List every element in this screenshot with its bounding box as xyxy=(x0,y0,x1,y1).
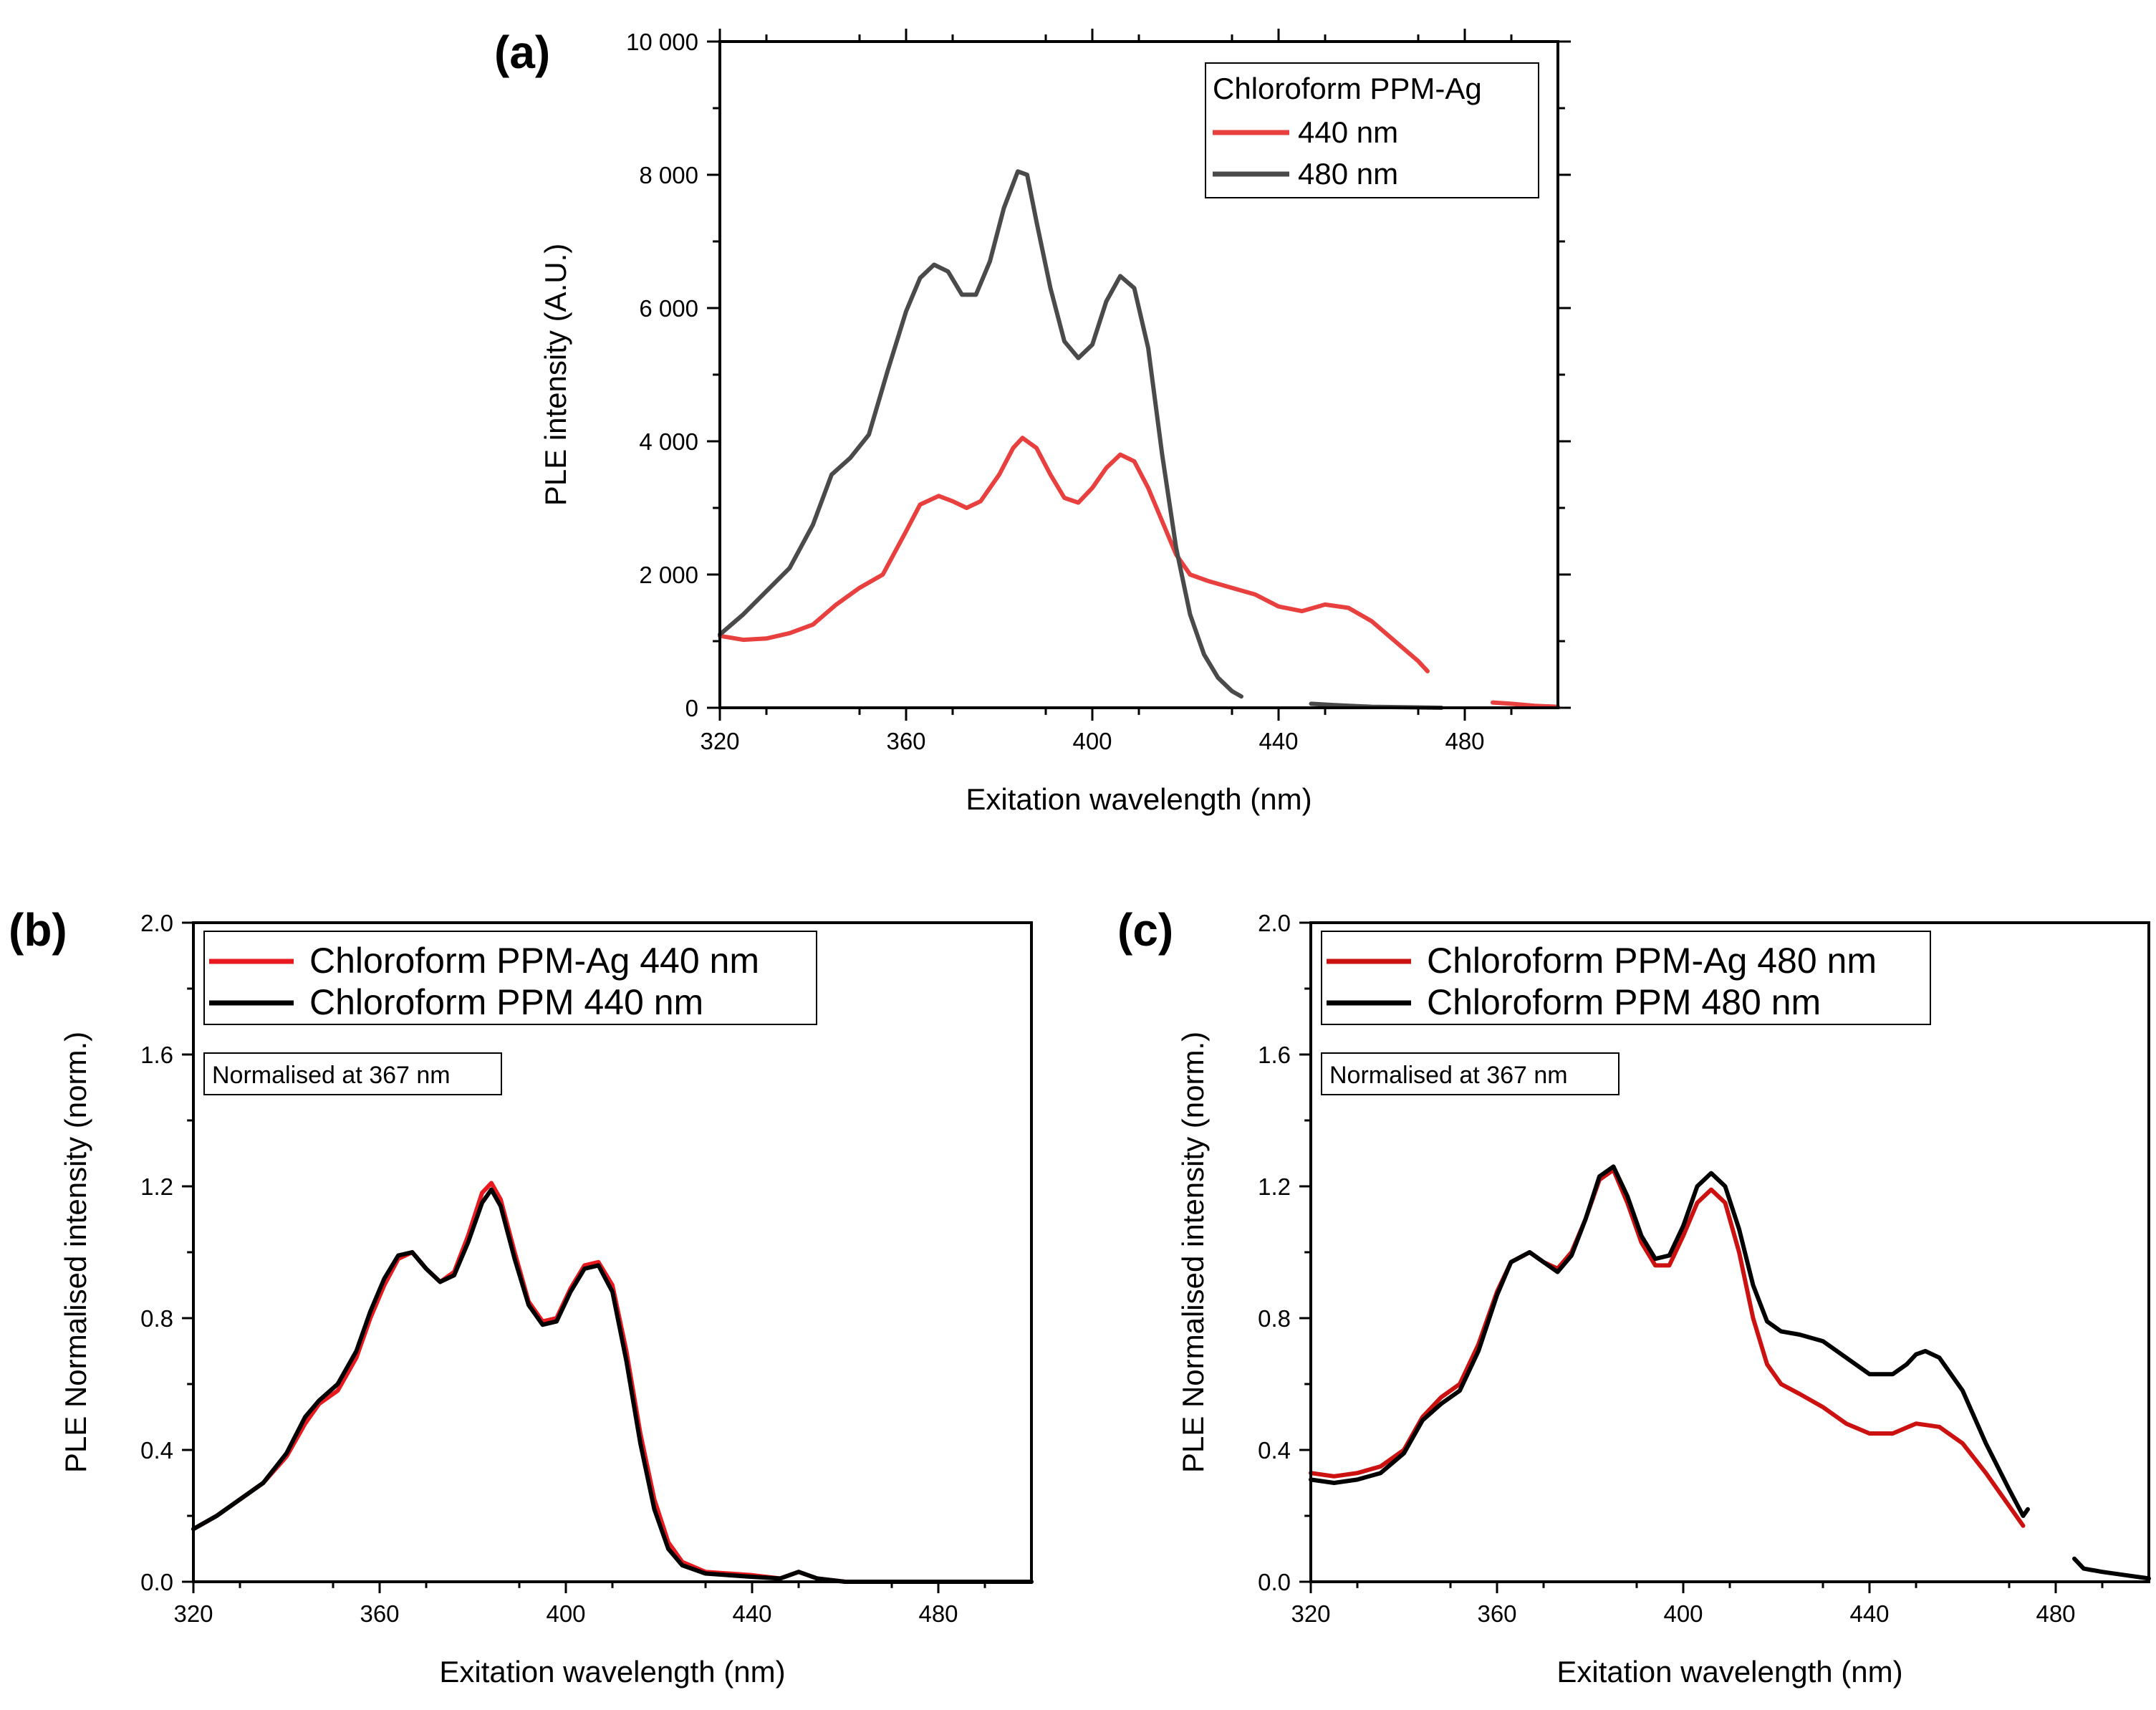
annotation-b: Normalised at 367 nm xyxy=(203,1052,502,1095)
x-axis-title: Exitation wavelength (nm) xyxy=(966,782,1312,816)
legend-label-a-440: 440 nm xyxy=(1298,115,1398,149)
x-axis-title: Exitation wavelength (nm) xyxy=(1556,1655,1902,1689)
series-1-segment-1 xyxy=(718,436,1430,673)
y-tick-label: 2.0 xyxy=(140,910,173,936)
y-tick-label: 1.2 xyxy=(1258,1173,1291,1200)
panel-label-b: (b) xyxy=(9,904,67,956)
x-tick-label: 320 xyxy=(173,1600,213,1627)
chart-b: (b) 320 360 400 440 480 0.0 0.4 0.8 1.2 1.6 2.0 Exi… xyxy=(9,904,1034,1689)
x-tick-label: 400 xyxy=(1663,1600,1703,1627)
legend-a: Chloroform PPM-Ag 440 nm 480 nm xyxy=(1205,62,1539,198)
y-tick-label: 2 000 xyxy=(639,562,698,588)
x-tick-label: 360 xyxy=(1477,1600,1516,1627)
x-tick-label: 360 xyxy=(886,728,925,754)
x-tick-label: 440 xyxy=(1849,1600,1889,1627)
legend-label-b-ppm: Chloroform PPM 440 nm xyxy=(309,982,703,1022)
x-tick-label: 320 xyxy=(700,728,739,754)
y-tick-label: 1.6 xyxy=(1258,1042,1291,1068)
annotation-c: Normalised at 367 nm xyxy=(1321,1052,1620,1095)
y-tick-label: 0.0 xyxy=(1258,1569,1291,1595)
series-1-segment-2 xyxy=(1491,700,1560,709)
legend-box-c xyxy=(1321,931,1931,1025)
legend-title-a: Chloroform PPM-Ag xyxy=(1213,72,1482,105)
series-1-segment-1 xyxy=(191,1181,1034,1584)
x-tick-label: 320 xyxy=(1291,1600,1330,1627)
series-2-segment-1 xyxy=(718,169,1243,699)
legend-box-b xyxy=(203,931,817,1025)
series-1-segment-1 xyxy=(1309,1168,2026,1528)
y-tick-label: 2.0 xyxy=(1258,910,1291,936)
series-2-segment-1 xyxy=(191,1187,1034,1584)
y-tick-label: 1.2 xyxy=(140,1173,173,1200)
legend-label-b-ppm-ag: Chloroform PPM-Ag 440 nm xyxy=(309,941,759,981)
x-tick-label: 480 xyxy=(1445,728,1484,754)
annotation-text-b: Normalised at 367 nm xyxy=(212,1062,451,1089)
x-tick-label: 480 xyxy=(2036,1600,2075,1627)
plot-area-a: 320 360 400 440 480 0 2 000 4 000 6 000 8 000 10 0… xyxy=(539,29,1571,816)
series-2-segment-2 xyxy=(2072,1556,2151,1581)
plot-area-b: 320 360 400 440 480 0.0 0.4 0.8 1.2 1.6 2.0 Exitati… xyxy=(59,910,1034,1689)
legend-c: Chloroform PPM-Ag 480 nm Chloroform PPM … xyxy=(1321,931,1931,1025)
legend-label-a-480: 480 nm xyxy=(1298,157,1398,191)
plot-area-c: 320 360 400 440 480 0.0 0.4 0.8 1.2 1.6 2.0 Exitati… xyxy=(1176,910,2151,1689)
y-axis-title: PLE Normalised intensity (norm.) xyxy=(59,1032,92,1473)
legend-label-c-ppm: Chloroform PPM 480 nm xyxy=(1427,982,1821,1022)
y-tick-label: 0 xyxy=(685,695,698,721)
annotation-box-c xyxy=(1321,1052,1620,1095)
x-tick-label: 440 xyxy=(732,1600,771,1627)
y-tick-label: 6 000 xyxy=(639,295,698,322)
y-tick-label: 0.4 xyxy=(140,1437,173,1464)
y-tick-label: 0.0 xyxy=(140,1569,173,1595)
y-tick-label: 0.8 xyxy=(1258,1305,1291,1332)
y-tick-label: 1.6 xyxy=(140,1042,173,1068)
y-tick-label: 10 000 xyxy=(626,29,698,55)
x-tick-label: 400 xyxy=(546,1600,585,1627)
legend-b: Chloroform PPM-Ag 440 nm Chloroform PPM … xyxy=(203,931,817,1025)
x-tick-label: 480 xyxy=(918,1600,958,1627)
y-tick-label: 0.4 xyxy=(1258,1437,1291,1464)
x-tick-label: 400 xyxy=(1072,728,1112,754)
panel-label-c: (c) xyxy=(1117,904,1173,956)
y-tick-label: 8 000 xyxy=(639,162,698,188)
x-tick-label: 440 xyxy=(1259,728,1298,754)
y-tick-label: 4 000 xyxy=(639,428,698,455)
chart-a: (a) 320 360 400 440 480 0 2 000 4 000 6 000 8 000… xyxy=(494,27,1571,816)
y-axis-title: PLE intensity (A.U.) xyxy=(539,244,572,506)
series-2-segment-1 xyxy=(1309,1164,2030,1518)
panel-label-a: (a) xyxy=(494,27,550,78)
chart-c: (c) 320 360 400 440 480 0.0 0.4 0.8 1.2 1.6 2.0 Exi… xyxy=(1117,904,2151,1689)
y-tick-label: 0.8 xyxy=(140,1305,173,1332)
annotation-text-c: Normalised at 367 nm xyxy=(1329,1062,1568,1089)
annotation-box-b xyxy=(203,1052,502,1095)
legend-label-c-ppm-ag: Chloroform PPM-Ag 480 nm xyxy=(1427,941,1877,981)
x-axis-title: Exitation wavelength (nm) xyxy=(439,1655,785,1689)
y-axis-title: PLE Normalised intensity (norm.) xyxy=(1176,1032,1210,1473)
x-tick-label: 360 xyxy=(360,1600,399,1627)
